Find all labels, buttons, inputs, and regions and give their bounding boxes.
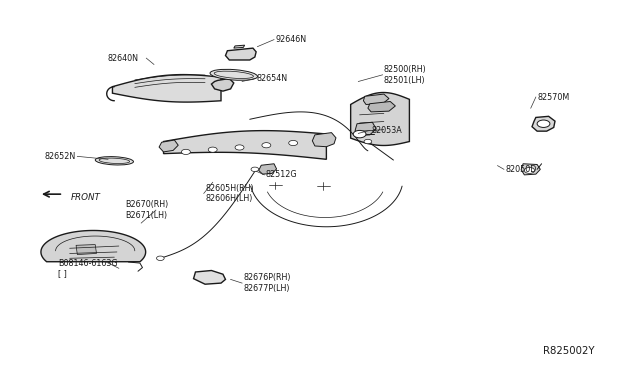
Text: 82654N: 82654N <box>256 74 287 83</box>
Text: B2670(RH)
B2671(LH): B2670(RH) B2671(LH) <box>125 201 168 220</box>
Polygon shape <box>164 131 326 159</box>
Text: 82640N: 82640N <box>108 54 139 62</box>
Circle shape <box>364 139 372 144</box>
Text: FRONT: FRONT <box>71 193 101 202</box>
Text: 82652N: 82652N <box>44 152 76 161</box>
Circle shape <box>537 120 550 128</box>
Polygon shape <box>76 244 97 254</box>
Circle shape <box>353 131 366 138</box>
Text: 82676P(RH)
82677P(LH): 82676P(RH) 82677P(LH) <box>243 273 291 293</box>
Circle shape <box>235 145 244 150</box>
Polygon shape <box>234 45 244 48</box>
Polygon shape <box>113 75 221 102</box>
Circle shape <box>262 142 271 148</box>
Circle shape <box>157 256 164 260</box>
Polygon shape <box>211 78 234 91</box>
Text: 82512G: 82512G <box>266 170 298 179</box>
Circle shape <box>181 149 190 154</box>
Polygon shape <box>364 94 389 105</box>
Text: 82050D: 82050D <box>505 165 536 174</box>
Polygon shape <box>355 122 376 136</box>
Text: 82570M: 82570M <box>537 93 570 102</box>
Circle shape <box>524 167 534 173</box>
Text: 82500(RH)
82501(LH): 82500(RH) 82501(LH) <box>384 65 427 84</box>
Circle shape <box>251 167 259 171</box>
Polygon shape <box>159 140 178 152</box>
Polygon shape <box>532 116 555 131</box>
Text: B08146-6163G
[ ]: B08146-6163G [ ] <box>58 259 118 278</box>
Text: 82053A: 82053A <box>371 126 402 135</box>
Polygon shape <box>351 93 410 145</box>
Text: R825002Y: R825002Y <box>543 346 595 356</box>
Polygon shape <box>368 102 396 112</box>
Text: 82605H(RH)
82606H(LH): 82605H(RH) 82606H(LH) <box>205 184 253 203</box>
Ellipse shape <box>210 69 257 80</box>
Circle shape <box>208 147 217 152</box>
Polygon shape <box>312 133 336 147</box>
Polygon shape <box>521 164 540 175</box>
Circle shape <box>289 140 298 145</box>
Polygon shape <box>259 164 276 174</box>
Polygon shape <box>41 231 146 262</box>
Polygon shape <box>193 270 225 284</box>
Polygon shape <box>225 48 256 60</box>
Ellipse shape <box>95 157 134 165</box>
Text: 92646N: 92646N <box>275 35 307 44</box>
